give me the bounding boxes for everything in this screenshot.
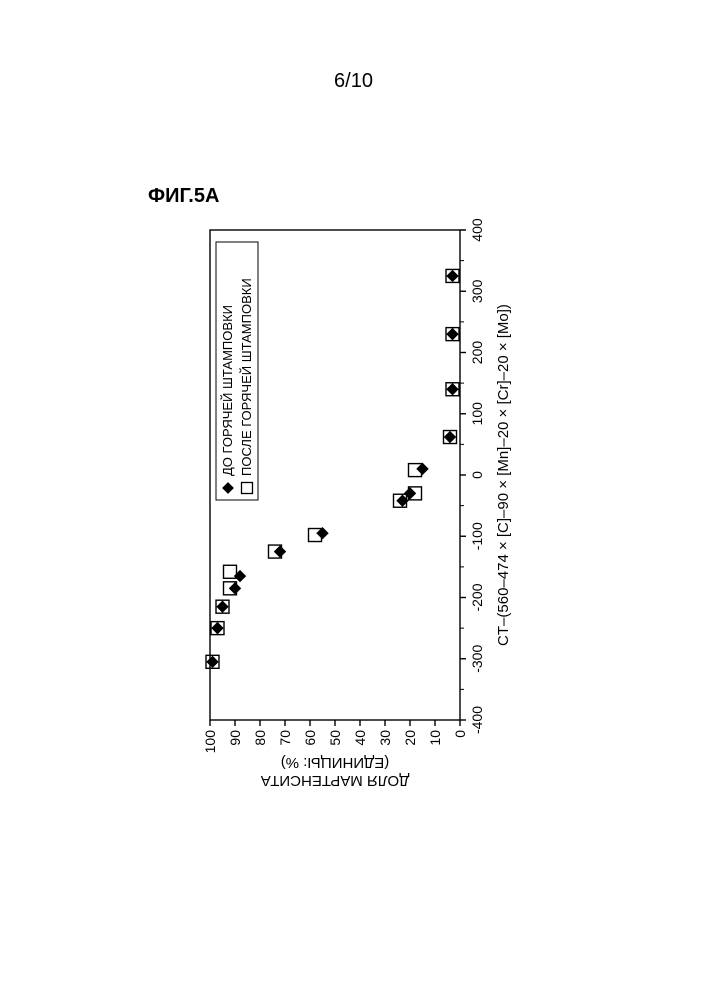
svg-text:70: 70 xyxy=(277,730,293,746)
svg-text:CT–(560–474 × [C]–90 × [Mn]–20: CT–(560–474 × [C]–90 × [Mn]–20 × [Cr]–20… xyxy=(495,304,512,646)
svg-text:200: 200 xyxy=(469,341,485,365)
svg-text:0: 0 xyxy=(452,730,468,738)
scatter-chart: -400 -300 -200 -100 0 100 200 300 400 0 10 20 30 40 50… xyxy=(180,200,540,800)
svg-text:ДО ГОРЯЧЕЙ ШТАМПОВКИ: ДО ГОРЯЧЕЙ ШТАМПОВКИ xyxy=(220,305,235,476)
svg-text:-300: -300 xyxy=(469,645,485,673)
svg-text:100: 100 xyxy=(202,730,218,754)
svg-text:-400: -400 xyxy=(469,706,485,734)
svg-text:-100: -100 xyxy=(469,522,485,550)
svg-text:300: 300 xyxy=(469,279,485,303)
svg-text:400: 400 xyxy=(469,218,485,242)
svg-text:ПОСЛЕ ГОРЯЧЕЙ ШТАМПОВКИ: ПОСЛЕ ГОРЯЧЕЙ ШТАМПОВКИ xyxy=(239,278,254,476)
chart-container: -400 -300 -200 -100 0 100 200 300 400 0 10 20 30 40 50… xyxy=(180,200,540,800)
svg-text:10: 10 xyxy=(427,730,443,746)
svg-text:0: 0 xyxy=(469,471,485,479)
svg-text:50: 50 xyxy=(327,730,343,746)
page: 6/10 ФИГ.5А -400-300-200-100010020030040… xyxy=(0,0,707,1000)
svg-text:30: 30 xyxy=(377,730,393,746)
svg-text:80: 80 xyxy=(252,730,268,746)
svg-text:100: 100 xyxy=(469,402,485,426)
svg-text:(ЕДИНИЦЫ: %): (ЕДИНИЦЫ: %) xyxy=(281,754,390,771)
svg-text:-200: -200 xyxy=(469,583,485,611)
svg-text:ДОЛЯ МАРТЕНСИТА: ДОЛЯ МАРТЕНСИТА xyxy=(261,772,410,789)
page-number: 6/10 xyxy=(0,70,707,93)
svg-text:60: 60 xyxy=(302,730,318,746)
svg-text:90: 90 xyxy=(227,730,243,746)
svg-text:20: 20 xyxy=(402,730,418,746)
svg-text:40: 40 xyxy=(352,730,368,746)
